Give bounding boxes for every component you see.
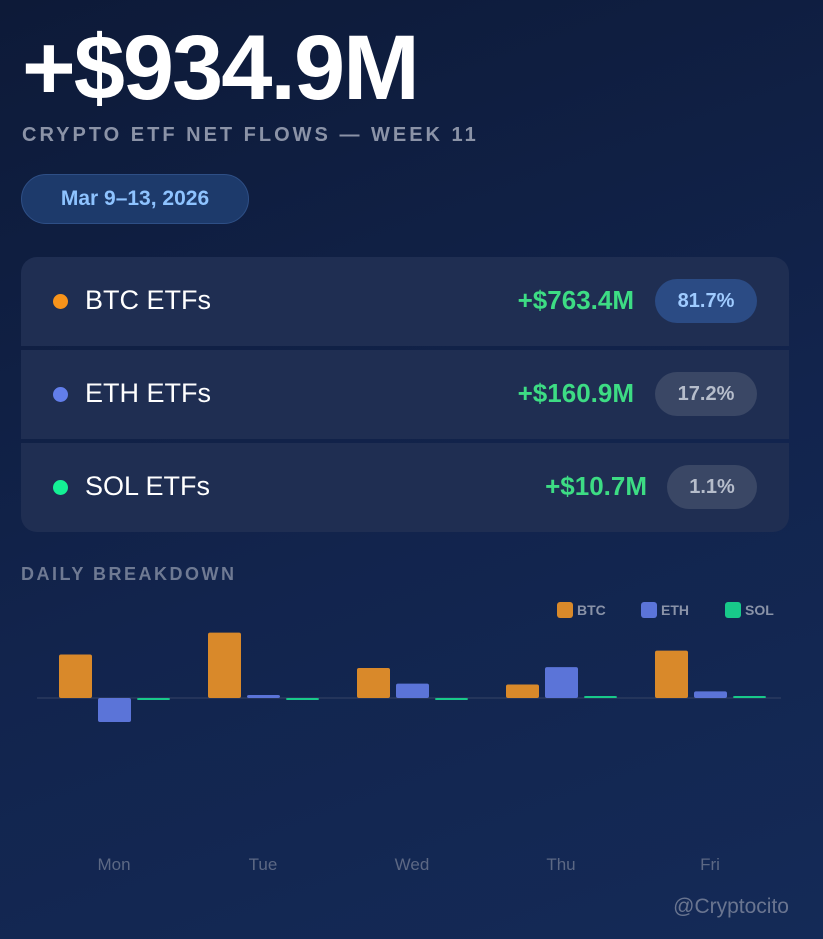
etf-row-value: +$10.7M	[545, 471, 647, 501]
share-badge: 17.2%	[655, 372, 757, 416]
etf-row-label: SOL ETFs	[85, 471, 211, 501]
etf-row-value: +$160.9M	[517, 378, 634, 408]
bar-sol-tue	[286, 698, 319, 700]
bar-btc-mon	[59, 654, 92, 698]
bar-sol-thu	[584, 696, 617, 698]
bar-eth-mon	[98, 698, 131, 722]
btc-dot-icon	[53, 294, 68, 309]
sol-dot-icon	[53, 480, 68, 495]
etf-row-value: +$763.4M	[517, 285, 634, 315]
etf-flow-list: BTC ETFs +$763.4M 81.7% ETH ETFs +$160.9…	[21, 257, 789, 532]
etf-row-label: ETH ETFs	[85, 378, 211, 408]
section-title-daily: DAILY BREAKDOWN	[21, 564, 237, 584]
x-tick-label: Thu	[546, 855, 575, 874]
legend-swatch-eth	[641, 602, 657, 618]
date-range-pill: Mar 9–13, 2026	[21, 174, 249, 224]
bar-eth-fri	[694, 691, 727, 698]
bar-sol-mon	[137, 698, 170, 700]
etf-row-label: BTC ETFs	[85, 285, 211, 315]
legend-label-btc: BTC	[577, 602, 606, 618]
bar-btc-thu	[506, 684, 539, 698]
x-tick-label: Wed	[395, 855, 430, 874]
daily-breakdown-chart: BTC ETH SOL Mon Tue Wed Thu Fri	[37, 602, 781, 874]
watermark: @Cryptocito	[673, 895, 789, 918]
legend-label-sol: SOL	[745, 602, 774, 618]
bar-btc-tue	[208, 632, 241, 698]
x-tick-label: Mon	[97, 855, 130, 874]
etf-row-eth: ETH ETFs +$160.9M 17.2%	[21, 350, 789, 439]
bar-sol-wed	[435, 698, 468, 700]
x-tick-label: Fri	[700, 855, 720, 874]
bar-eth-thu	[545, 667, 578, 698]
x-tick-label: Tue	[249, 855, 278, 874]
bar-eth-wed	[396, 683, 429, 698]
legend-swatch-btc	[557, 602, 573, 618]
bar-eth-tue	[247, 695, 280, 698]
share-badge: 1.1%	[667, 465, 757, 509]
headline-total: +$934.9M	[22, 17, 420, 119]
page-subtitle: CRYPTO ETF NET FLOWS — WEEK 11	[22, 124, 479, 146]
etf-row-btc: BTC ETFs +$763.4M 81.7%	[21, 257, 789, 346]
bar-btc-wed	[357, 668, 390, 698]
legend-label-eth: ETH	[661, 602, 689, 618]
eth-dot-icon	[53, 387, 68, 402]
bar-btc-fri	[655, 650, 688, 698]
share-badge: 81.7%	[655, 279, 757, 323]
legend-swatch-sol	[725, 602, 741, 618]
bar-sol-fri	[733, 696, 766, 698]
etf-row-sol: SOL ETFs +$10.7M 1.1%	[21, 443, 789, 532]
